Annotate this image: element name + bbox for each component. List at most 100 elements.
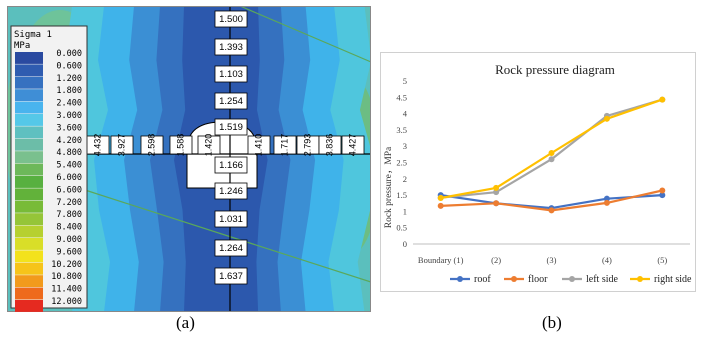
legend-swatch bbox=[15, 163, 43, 176]
stress-contour-plot: 4.432 3.927 2.598 1.588 1.420 1.410 1.717 2.793… bbox=[7, 6, 371, 312]
data-point-roof bbox=[659, 192, 666, 199]
data-point-right-side bbox=[437, 195, 444, 202]
y-axis-title: Rock pressure，MPa bbox=[384, 146, 394, 228]
legend-entry: floor bbox=[504, 274, 548, 285]
legend-level: 0.000 bbox=[56, 49, 82, 59]
legend-swatch bbox=[15, 89, 43, 102]
legend-level: 0.600 bbox=[56, 61, 82, 71]
chart-title: Rock pressure diagram bbox=[495, 62, 615, 77]
legend-entry: left side bbox=[562, 274, 618, 285]
y-tick-label: 3.5 bbox=[396, 125, 407, 135]
svg-text:1.519: 1.519 bbox=[219, 122, 243, 133]
floor-value-label: 1.166 bbox=[214, 156, 248, 174]
y-tick-label: 4 bbox=[403, 109, 408, 119]
data-point-floor bbox=[493, 200, 500, 207]
legend-level: 6.000 bbox=[56, 173, 82, 183]
caption-b: (b) bbox=[542, 313, 562, 332]
left-value-label: 2.598 bbox=[140, 134, 164, 157]
data-point-floor bbox=[659, 187, 666, 194]
right-value-label: 2.793 bbox=[296, 134, 320, 157]
svg-text:1.031: 1.031 bbox=[219, 214, 243, 225]
legend-swatch bbox=[15, 64, 43, 77]
legend-swatch bbox=[15, 138, 43, 151]
data-point-floor bbox=[437, 202, 444, 209]
legend-swatch bbox=[15, 213, 43, 226]
y-tick-label: 1 bbox=[403, 206, 407, 216]
legend-level: 7.200 bbox=[56, 198, 82, 208]
svg-text:3.836: 3.836 bbox=[324, 134, 334, 157]
left-value-label: 1.420 bbox=[197, 134, 221, 157]
x-tick-label: (5) bbox=[657, 255, 667, 265]
rock-pressure-chart-svg: Rock pressure diagram 0 0.5 1 1.5 2 2.5 3 3.5 4 4.… bbox=[380, 52, 696, 292]
x-tick-label: (4) bbox=[602, 255, 612, 265]
svg-text:1.637: 1.637 bbox=[219, 271, 243, 282]
legend-label: right side bbox=[654, 274, 692, 285]
legend-level: 3.000 bbox=[56, 111, 82, 121]
rock-pressure-chart: Rock pressure diagram 0 0.5 1 1.5 2 2.5 3 3.5 4 4.… bbox=[380, 52, 696, 292]
roof-value-label: 1.103 bbox=[214, 65, 248, 83]
svg-text:1.254: 1.254 bbox=[219, 96, 243, 107]
roof-value-label: 1.393 bbox=[214, 38, 248, 56]
data-point-right-side bbox=[493, 184, 500, 191]
legend-swatch bbox=[15, 250, 43, 263]
legend-level: 3.600 bbox=[56, 123, 82, 133]
plot-frame bbox=[7, 6, 371, 312]
floor-value-label: 1.246 bbox=[214, 182, 248, 200]
data-point-right-side bbox=[548, 150, 555, 157]
x-tick-label: (2) bbox=[491, 255, 501, 265]
svg-text:3.927: 3.927 bbox=[116, 134, 126, 157]
legend-title: Sigma 1 bbox=[14, 30, 52, 40]
y-tick-label: 0.5 bbox=[396, 223, 407, 233]
roof-value-label: 1.519 bbox=[214, 118, 248, 136]
x-tick-label: (3) bbox=[547, 255, 557, 265]
roof-value-label: 1.254 bbox=[214, 92, 248, 110]
legend-swatch bbox=[15, 262, 43, 275]
svg-text:1.420: 1.420 bbox=[203, 134, 213, 157]
svg-text:1.246: 1.246 bbox=[219, 186, 243, 197]
svg-text:1.264: 1.264 bbox=[219, 243, 243, 254]
legend-level: 1.200 bbox=[56, 74, 82, 84]
right-value-label: 3.836 bbox=[318, 134, 342, 157]
svg-text:1.166: 1.166 bbox=[219, 160, 243, 171]
mesh-line-bottom bbox=[84, 189, 371, 283]
chart-frame bbox=[380, 52, 696, 292]
svg-text:2.793: 2.793 bbox=[302, 134, 312, 157]
data-point-left-side bbox=[548, 156, 555, 163]
svg-text:1.393: 1.393 bbox=[219, 42, 243, 53]
svg-text:1.500: 1.500 bbox=[219, 14, 243, 25]
svg-text:4.427: 4.427 bbox=[347, 134, 357, 157]
legend-level: 12.000 bbox=[51, 297, 82, 307]
svg-text:1.103: 1.103 bbox=[219, 69, 243, 80]
data-point-floor bbox=[603, 199, 610, 206]
y-tick-label: 2.5 bbox=[396, 158, 407, 168]
legend-level: 11.400 bbox=[51, 285, 82, 295]
legend-level: 10.200 bbox=[51, 260, 82, 270]
legend-label: left side bbox=[586, 274, 618, 285]
legend-swatch bbox=[15, 126, 43, 139]
svg-text:2.598: 2.598 bbox=[146, 134, 156, 157]
y-tick-label: 0 bbox=[403, 239, 407, 249]
x-tick-label: Boundary (1) bbox=[418, 255, 464, 265]
legend-entry: right side bbox=[630, 274, 692, 285]
data-point-floor bbox=[548, 207, 555, 214]
caption-a: (a) bbox=[176, 313, 195, 332]
data-point-left-side bbox=[493, 189, 500, 196]
legend-level: 4.800 bbox=[56, 148, 82, 158]
legend-swatch bbox=[15, 287, 43, 300]
legend-level: 4.200 bbox=[56, 136, 82, 146]
mesh-line-top bbox=[239, 6, 371, 63]
legend-swatch bbox=[15, 238, 43, 250]
data-point-right-side bbox=[659, 96, 666, 103]
legend-entry: roof bbox=[450, 274, 491, 285]
right-value-label: 1.717 bbox=[273, 134, 297, 156]
left-value-label: 1.588 bbox=[169, 134, 193, 156]
legend-label: floor bbox=[528, 274, 548, 285]
left-value-label: 3.927 bbox=[110, 134, 134, 157]
legend-level: 8.400 bbox=[56, 223, 82, 233]
data-point-right-side bbox=[603, 115, 610, 122]
legend-level: 10.800 bbox=[51, 272, 82, 282]
legend-level: 9.000 bbox=[56, 235, 82, 245]
y-tick-label: 5 bbox=[403, 76, 407, 86]
y-tick-label: 1.5 bbox=[396, 190, 407, 200]
legend-swatch bbox=[15, 275, 43, 288]
